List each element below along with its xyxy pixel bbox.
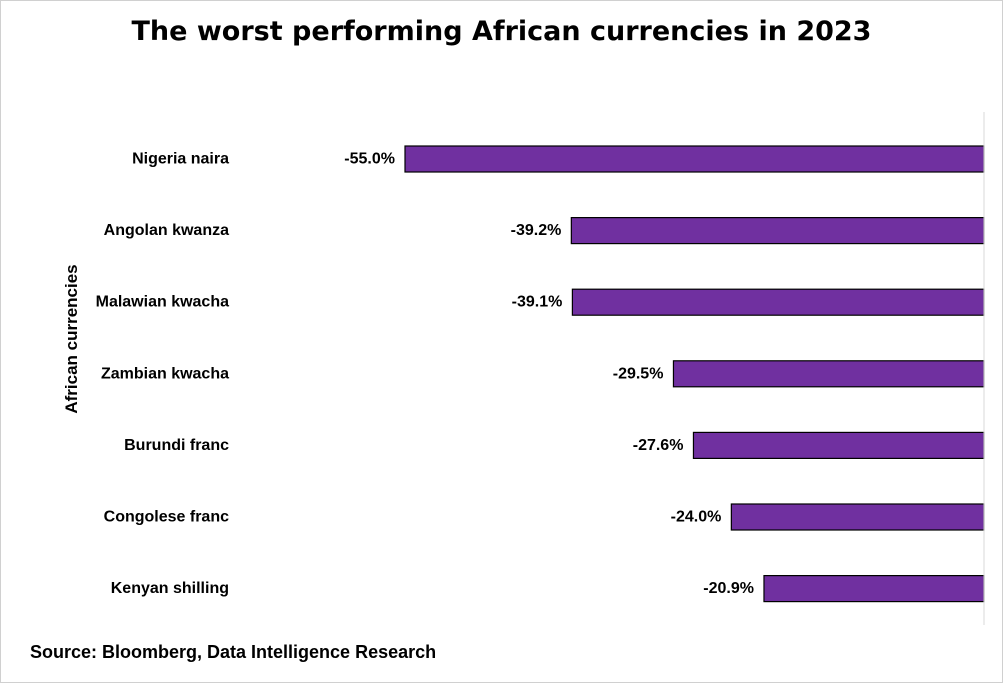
data-label: -55.0% bbox=[344, 151, 395, 168]
bar bbox=[570, 217, 985, 245]
bar bbox=[404, 145, 985, 173]
bar bbox=[672, 360, 985, 388]
category-label: Burundi franc bbox=[124, 437, 229, 454]
category-label: Zambian kwacha bbox=[101, 365, 229, 382]
bar bbox=[730, 503, 985, 531]
data-label: -39.1% bbox=[512, 294, 563, 311]
bar bbox=[763, 574, 985, 603]
data-label: -39.2% bbox=[511, 222, 562, 239]
data-label: -27.6% bbox=[633, 437, 684, 454]
category-label: Kenyan shilling bbox=[111, 580, 229, 597]
bar bbox=[571, 288, 985, 316]
bar-series: Nigeria naira -55.0% Angolan kwanza -39.2% M… bbox=[96, 112, 985, 625]
data-label: -20.9% bbox=[703, 580, 754, 597]
chart-title: The worst performing African currencies … bbox=[131, 16, 872, 47]
bar bbox=[692, 431, 985, 459]
category-label: Nigeria naira bbox=[132, 151, 229, 168]
category-label: Malawian kwacha bbox=[96, 294, 229, 311]
source-note: Source: Bloomberg, Data Intelligence Res… bbox=[30, 642, 437, 662]
data-label: -24.0% bbox=[671, 509, 722, 526]
data-label: -29.5% bbox=[613, 365, 664, 382]
category-label: Congolese franc bbox=[104, 509, 229, 526]
category-label: Angolan kwanza bbox=[104, 222, 229, 239]
